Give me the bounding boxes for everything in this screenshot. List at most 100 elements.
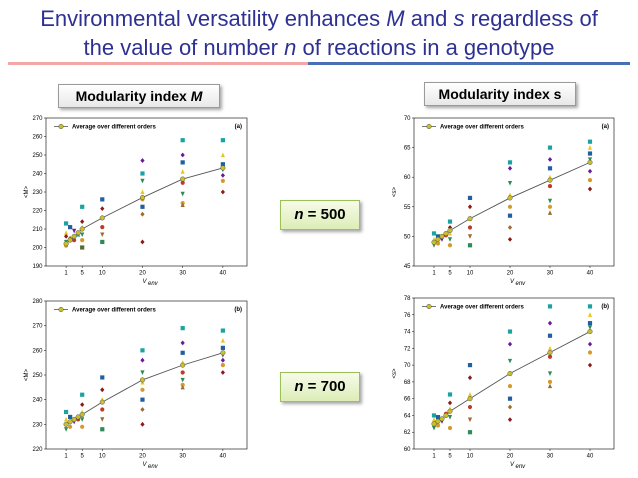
average-point [79,226,85,232]
scatter-point [467,225,473,230]
scatter-point [467,375,473,381]
legend-label: Average over different orders [72,125,156,131]
n500-label: n = 500 [280,200,360,230]
n700-label: n = 700 [280,372,360,402]
average-point [507,370,513,377]
y-tick-label: 60 [404,447,411,453]
scatter-point [140,357,145,363]
x-tick-label: 40 [220,271,227,277]
average-point [71,416,77,422]
y-tick-label: 45 [404,264,411,270]
x-axis-label-sub: env [516,464,527,470]
scatter-point [68,225,73,230]
y-tick-label: 210 [32,227,43,233]
average-point [467,216,473,222]
x-tick-label: 10 [99,454,106,460]
scatter-point [80,232,85,238]
scatter-point [467,363,473,368]
x-tick-label: 5 [448,454,452,460]
average-point [443,230,449,236]
scatter-point [447,425,453,431]
x-tick-label: 30 [179,454,186,460]
x-tick-label: 20 [139,271,146,277]
average-point [547,177,553,183]
scatter-point [547,145,553,150]
average-point [63,241,69,247]
scatter-point [507,165,513,171]
scatter-point [220,370,225,375]
x-axis-label: V [510,462,515,468]
scatter-point [447,392,453,397]
scatter-point [72,228,77,234]
panel-label: (a) [602,124,609,130]
scatter-point [507,204,513,209]
scatter-point [64,416,69,422]
scatter-point [180,350,185,355]
scatter-point [507,213,513,218]
x-axis-label-sub: env [148,464,159,470]
average-point [75,230,81,236]
scatter-point [180,370,185,375]
average-point [431,421,437,427]
scatter-point [140,171,145,176]
scatter-point [447,219,453,224]
x-axis-label-sub: env [516,281,527,287]
scatter-point [80,238,85,243]
y-tick-label: 64 [404,413,411,419]
average-point [435,236,441,242]
y-tick-label: 240 [32,172,43,178]
average-point [79,411,85,418]
x-tick-label: 30 [547,454,554,460]
scatter-point [64,409,69,415]
scatter-point [140,348,145,353]
average-point [75,414,81,420]
scatter-point [547,354,553,359]
x-tick-label: 1 [64,271,68,277]
average-point [447,408,453,414]
scatter-point [547,383,553,389]
scatter-point [587,350,593,355]
scatter-point [80,219,85,224]
plot-frame [413,117,615,267]
scatter-point [220,178,225,183]
scatter-point [447,225,453,230]
y-tick-label: 260 [32,135,43,141]
scatter-point [220,337,225,343]
scatter-point [447,400,453,406]
scatter-point [220,138,225,143]
scatter-point [467,391,473,397]
x-axis-label-sub: env [148,281,159,287]
scatter-point [447,243,453,248]
scatter-point [507,225,513,230]
scatter-point [587,304,593,309]
average-point [99,215,105,221]
scatter-point [587,325,593,330]
y-tick-label: 220 [32,209,43,215]
scatter-point [435,241,441,246]
scatter-point [140,421,145,427]
scatter-point [435,423,441,428]
scatter-point [507,160,513,165]
average-point [587,159,593,165]
scatter-point [547,210,553,215]
scatter-point [547,371,553,376]
x-tick-label: 30 [547,271,554,277]
scatter-point [100,197,105,202]
panel-label: (b) [234,307,242,313]
scatter-point [435,415,441,420]
average-point [467,396,473,402]
scatter-point [587,321,593,326]
scatter-point [220,172,225,178]
y-tick-label: 190 [32,264,43,270]
panel-label: (a) [235,124,242,130]
scatter-point [431,417,437,422]
scatter-point [180,202,185,208]
x-axis-label: V [142,462,147,468]
scatter-point [431,425,437,431]
average-point [63,421,69,427]
scatter-point [80,417,85,422]
average-point [220,350,226,356]
chart-m-n500: 190 200 210 220 230 240 250 260 270 1 5 10 20 30 40 <M>… [24,116,248,287]
scatter-point [587,157,593,162]
x-tick-label: 40 [587,271,594,277]
